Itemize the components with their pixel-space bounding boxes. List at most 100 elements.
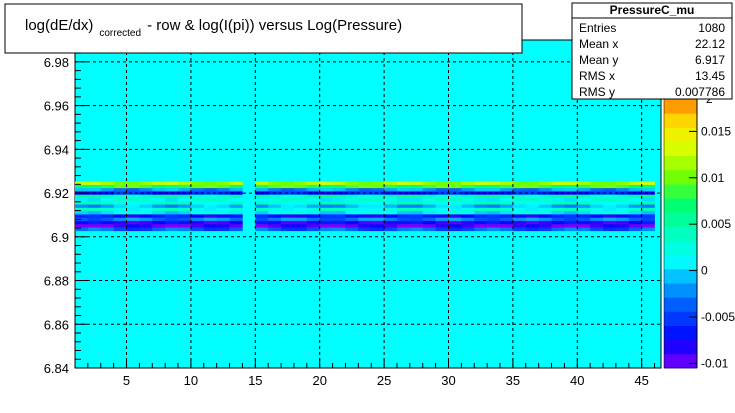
heatmap-cell: [474, 224, 488, 228]
heatmap-cell: [384, 224, 398, 228]
heatmap-cell: [139, 191, 153, 196]
heatmap-cell: [396, 207, 411, 212]
z-tick-label: -0.01: [701, 356, 729, 370]
heatmap-cell: [113, 188, 127, 192]
heatmap-cell: [268, 214, 282, 218]
heatmap-cell: [525, 181, 539, 186]
heatmap-cell: [255, 217, 269, 222]
heatmap-cell: [590, 207, 604, 212]
heatmap-cell: [255, 207, 269, 212]
heatmap-cell: [603, 211, 617, 215]
heatmap-cell: [126, 207, 140, 212]
heatmap-cell: [87, 220, 102, 225]
heatmap-cell: [435, 194, 449, 199]
heatmap-cell: [577, 217, 591, 222]
heatmap-cell: [487, 214, 501, 218]
z-tick-label: 0.01: [701, 171, 725, 185]
heatmap-cell: [603, 207, 617, 212]
heatmap-cell: [577, 220, 591, 225]
heatmap-cell: [190, 194, 205, 199]
heatmap-cell: [345, 181, 359, 186]
heatmap-cell: [165, 181, 179, 186]
heatmap-cell: [641, 224, 655, 228]
heatmap-cell: [139, 181, 153, 186]
stats-row-value: 0.007786: [675, 85, 725, 99]
heatmap-cell: [358, 181, 372, 186]
heatmap-cell: [396, 197, 411, 202]
heatmap-cell: [500, 184, 514, 189]
heatmap-cell: [371, 184, 385, 189]
heatmap-cell: [474, 227, 488, 232]
heatmap-cell: [371, 207, 385, 212]
heatmap-cell: [448, 217, 462, 222]
heatmap-cell: [551, 214, 565, 218]
heatmap-cell: [216, 204, 230, 209]
heatmap-cell: [216, 191, 230, 196]
heatmap-cell: [190, 181, 205, 186]
heatmap-cell: [487, 184, 501, 189]
heatmap-cell: [203, 211, 217, 215]
heatmap-cell: [371, 217, 385, 222]
heatmap-cell: [551, 201, 565, 205]
heatmap-cell: [461, 207, 475, 212]
heatmap-cell: [152, 207, 166, 212]
heatmap-cell: [590, 224, 604, 228]
heatmap-cell: [255, 188, 269, 192]
heatmap-cell: [409, 217, 424, 222]
y-tick-label: 6.9: [51, 230, 69, 245]
heatmap-cell: [100, 197, 114, 202]
heatmap-cell: [422, 188, 436, 192]
heatmap-cell: [525, 204, 539, 209]
heatmap-cell: [628, 188, 642, 192]
heatmap-cell: [75, 217, 89, 222]
heatmap-cell: [512, 220, 527, 225]
heatmap-cell: [448, 227, 462, 232]
heatmap-cell: [538, 197, 552, 202]
heatmap-cell: [448, 188, 462, 192]
heatmap-cell: [178, 204, 192, 209]
heatmap-cell: [268, 184, 282, 189]
heatmap-cell: [268, 220, 282, 225]
heatmap-cell: [319, 207, 333, 212]
heatmap-cell: [216, 181, 230, 186]
heatmap-cell: [268, 207, 282, 212]
heatmap-cell: [461, 188, 475, 192]
heatmap-cell: [396, 220, 411, 225]
palette-segment: [664, 240, 697, 256]
heatmap-cell: [422, 204, 436, 209]
stats-row-value: 22.12: [695, 37, 725, 51]
x-tick-label: 40: [570, 373, 584, 388]
heatmap-cell: [384, 188, 398, 192]
heatmap-cell: [641, 181, 655, 186]
heatmap-cell: [628, 217, 642, 222]
heatmap-cell: [474, 181, 488, 186]
heatmap-cell: [525, 214, 539, 218]
heatmap-cell: [178, 207, 192, 212]
color-palette: [663, 84, 698, 369]
heatmap-cell: [165, 227, 179, 232]
heatmap-cell: [500, 191, 514, 196]
heatmap-cell: [461, 227, 475, 232]
heatmap-cell: [139, 207, 153, 212]
heatmap-cell: [268, 204, 282, 209]
heatmap-cell: [641, 184, 655, 189]
chart-title: log(dE/dx) corrected - row & log(I(pi)) ve…: [25, 17, 402, 39]
heatmap-cell: [422, 220, 436, 225]
heatmap-cell: [551, 227, 565, 232]
heatmap-cell: [216, 184, 230, 189]
heatmap-cell: [306, 227, 320, 232]
heatmap-cell: [126, 204, 140, 209]
heatmap-cell: [345, 224, 359, 228]
heatmap-cell: [615, 207, 630, 212]
heatmap-cell: [165, 184, 179, 189]
heatmap-cell: [577, 197, 591, 202]
heatmap-cell: [293, 194, 308, 199]
heatmap-cell: [100, 214, 114, 218]
heatmap-cell: [332, 214, 346, 218]
heatmap-cell: [435, 201, 449, 205]
heatmap-cell: [538, 211, 552, 215]
heatmap-cell: [152, 220, 166, 225]
z-tick-label: 0: [701, 264, 708, 278]
heatmap-cell: [461, 204, 475, 209]
x-tick-label: 25: [377, 373, 391, 388]
